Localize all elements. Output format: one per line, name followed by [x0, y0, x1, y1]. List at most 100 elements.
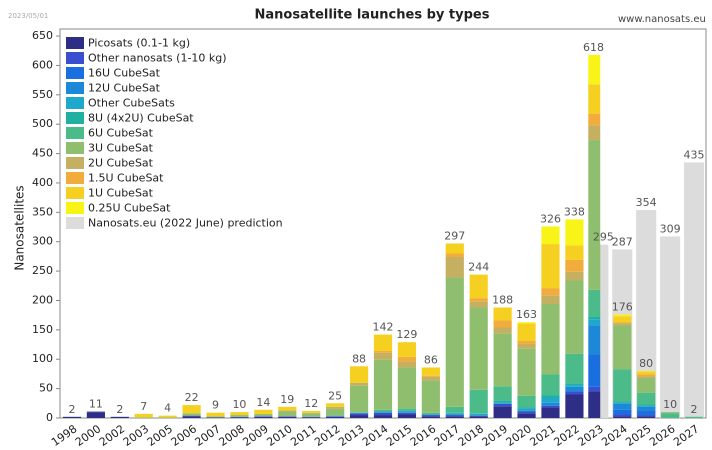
bar-segment — [637, 410, 656, 416]
legend-label: 16U CubeSat — [88, 67, 161, 80]
bar-segment — [445, 416, 464, 418]
prediction-label: 295 — [593, 231, 614, 244]
prediction-label: 354 — [636, 196, 657, 209]
x-tick-label: 2007 — [193, 422, 223, 449]
legend-swatch — [66, 127, 84, 139]
legend-label: 12U CubeSat — [88, 82, 161, 95]
bar-segment — [541, 405, 560, 408]
bar-segment — [469, 415, 488, 417]
bar-segment — [421, 367, 440, 376]
bar-segment — [134, 413, 153, 418]
x-tick-label: 2018 — [456, 422, 486, 449]
bar-segment — [469, 307, 488, 390]
bar-segment — [588, 386, 601, 392]
y-tick-label: 650 — [32, 29, 53, 42]
total-label: 2 — [68, 403, 75, 416]
bar-segment — [469, 298, 488, 302]
bar-segment — [278, 411, 297, 417]
bar-segment — [493, 307, 512, 321]
total-label: 163 — [516, 308, 537, 321]
bar-segment — [613, 314, 632, 317]
source: www.nanosats.eu — [618, 14, 706, 25]
bar-segment — [278, 416, 297, 417]
bar-segment — [613, 409, 632, 415]
x-tick-label: 1998 — [49, 422, 79, 449]
bar-segment — [637, 371, 656, 375]
bar-segment — [302, 412, 321, 414]
bar-segment — [326, 408, 345, 416]
bar-segment — [302, 416, 321, 418]
bar-segment — [230, 415, 249, 417]
bar-segment — [661, 413, 680, 418]
y-tick-label: 250 — [32, 264, 53, 277]
bar-segment — [565, 219, 584, 246]
legend-swatch — [66, 82, 84, 94]
x-tick-label: 2027 — [671, 422, 701, 449]
total-label: 88 — [352, 352, 366, 365]
x-tick-label: 2002 — [97, 422, 127, 449]
x-tick-label: 2000 — [73, 422, 103, 449]
bar-segment — [517, 323, 536, 342]
bar-segment — [397, 412, 417, 415]
total-label: 11 — [89, 398, 103, 411]
bar-segment — [206, 417, 225, 418]
total-label: 7 — [140, 400, 147, 413]
total-label: 176 — [612, 301, 633, 314]
prediction-bar — [636, 209, 657, 418]
total-label: 244 — [468, 261, 489, 274]
bar-segment — [565, 391, 584, 395]
bar-segment — [541, 395, 560, 399]
bar-segment — [588, 316, 601, 320]
bar-segment — [637, 370, 656, 372]
total-label: 12 — [304, 397, 318, 410]
total-label: 80 — [639, 357, 653, 370]
bar-segment — [421, 375, 440, 377]
bar-segment — [565, 383, 584, 386]
bar-segment — [541, 398, 560, 403]
bar-segment — [469, 274, 488, 299]
x-tick-label: 2005 — [145, 422, 175, 449]
legend-swatch — [66, 172, 84, 184]
bar-segment — [613, 316, 632, 323]
x-tick-label: 2025 — [623, 422, 653, 449]
bar-segment — [541, 288, 560, 296]
total-label: 326 — [540, 212, 561, 225]
legend-label: Other nanosats (1-10 kg) — [88, 52, 227, 65]
bar-segment — [349, 413, 369, 416]
x-tick-label: 2017 — [432, 422, 462, 449]
bar-segment — [134, 417, 153, 418]
bar-segment — [421, 412, 440, 415]
total-label: 25 — [328, 389, 342, 402]
bar-segment — [613, 403, 632, 410]
prediction-bar — [683, 162, 705, 418]
bar-segment — [86, 411, 105, 413]
legend-label: 8U (4x2U) CubeSat — [88, 112, 194, 125]
legend-label: 6U CubeSat — [88, 127, 154, 140]
bar-segment — [493, 402, 512, 404]
bar-segment — [613, 369, 632, 402]
bar-segment — [469, 416, 488, 418]
y-tick-label: 450 — [32, 147, 53, 160]
legend-swatch — [66, 67, 84, 79]
bar-segment — [326, 406, 345, 409]
bar-segment — [421, 376, 440, 381]
bar-segment — [445, 412, 464, 414]
total-label: 9 — [212, 399, 219, 412]
bar-segment — [302, 413, 321, 417]
bar-segment — [373, 415, 393, 418]
bar-segment — [445, 415, 464, 417]
legend-swatch — [66, 37, 84, 49]
x-tick-label: 2022 — [551, 422, 581, 449]
bar-segment — [349, 412, 369, 414]
bar-segment — [349, 366, 369, 383]
bar-segment — [613, 323, 632, 326]
bar-segment — [637, 392, 656, 405]
y-tick-label: 350 — [32, 205, 53, 218]
bar-segment — [373, 412, 393, 416]
x-tick-label: 2012 — [312, 422, 342, 449]
bar-segment — [469, 413, 488, 416]
bar-segment — [397, 342, 417, 357]
x-tick-label: 2014 — [360, 422, 390, 449]
bar-segment — [445, 413, 464, 416]
